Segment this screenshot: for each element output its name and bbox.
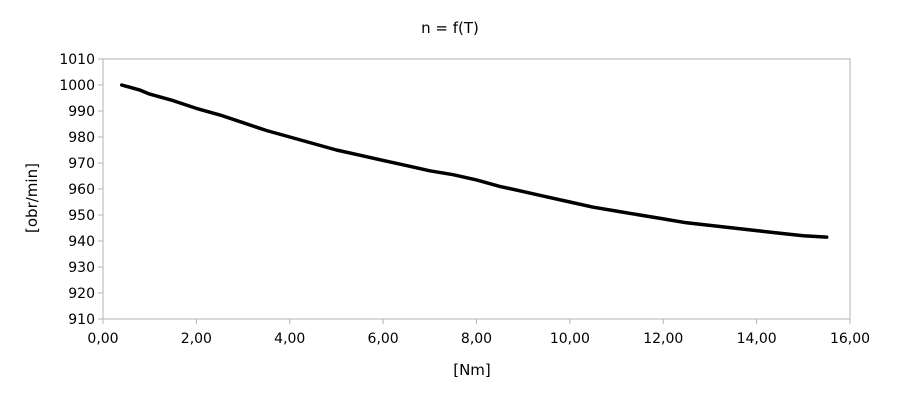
x-tick-label: 4,00 (274, 331, 305, 347)
y-tick-label: 960 (68, 182, 95, 198)
y-tick-label: 920 (68, 286, 95, 302)
x-tick-label: 10,00 (550, 331, 590, 347)
x-tick-label: 16,00 (830, 331, 870, 347)
y-tick-label: 950 (68, 208, 95, 224)
x-tick-label: 14,00 (737, 331, 777, 347)
y-tick-label: 940 (68, 234, 95, 250)
y-axis-label: [obr/min] (23, 163, 41, 233)
x-axis-label: [Nm] (453, 361, 491, 379)
plot-area-border (102, 58, 851, 320)
y-tick-label: 990 (68, 104, 95, 120)
y-tick-label: 1000 (59, 78, 95, 94)
y-tick-label: 910 (68, 312, 95, 328)
x-tick-label: 8,00 (461, 331, 492, 347)
y-tick-label: 930 (68, 260, 95, 276)
x-tick-label: 2,00 (181, 331, 212, 347)
series-line-0 (119, 83, 829, 239)
x-tick-label: 6,00 (368, 331, 399, 347)
x-tick-label: 0,00 (87, 331, 118, 347)
x-tick-label: 12,00 (643, 331, 683, 347)
y-tick-label: 1010 (59, 52, 95, 68)
chart-title: n = f(T) (421, 19, 479, 37)
y-tick-label: 980 (68, 130, 95, 146)
y-tick-label: 970 (68, 156, 95, 172)
